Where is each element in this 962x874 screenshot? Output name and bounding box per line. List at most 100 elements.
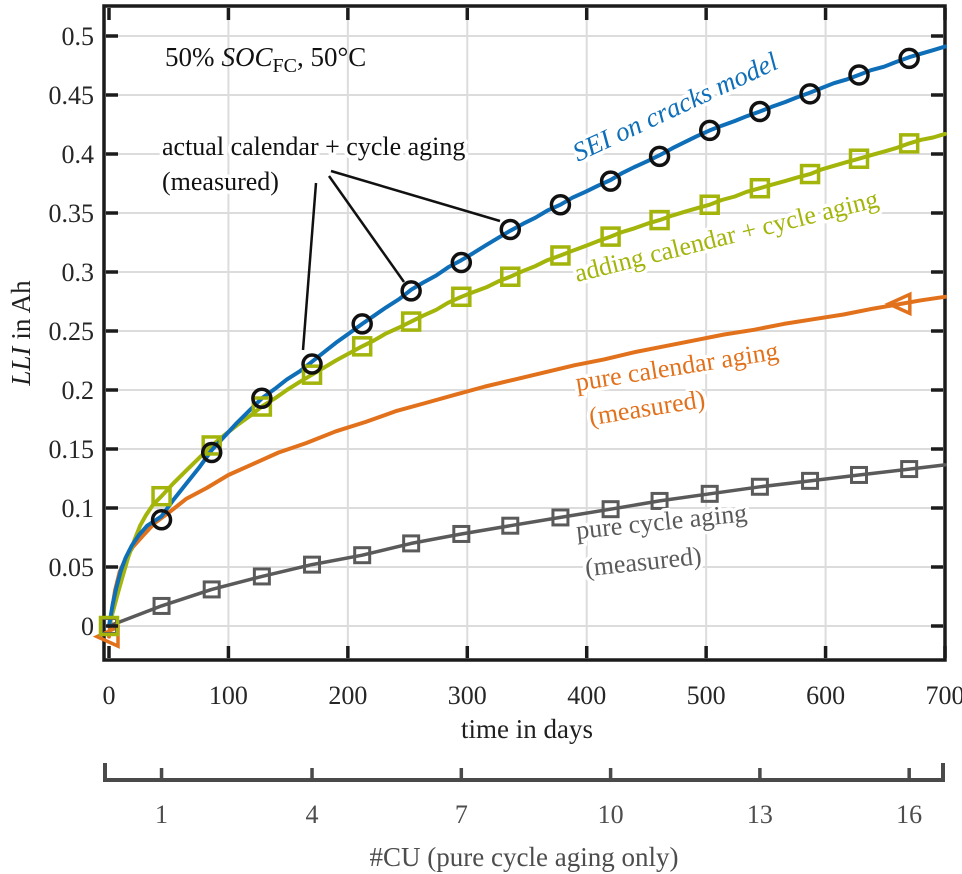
x-tick-label: 300 bbox=[448, 681, 487, 710]
actual-calendar-plus-cycle-aging-measured-marker bbox=[150, 509, 173, 531]
y-tick-label: 0.1 bbox=[62, 494, 95, 523]
adding-calendar-plus-cycle-aging-marker bbox=[898, 133, 920, 154]
pure-cycle-aging-measured-marker bbox=[501, 516, 520, 535]
cu-axis-label: #CU (pure cycle aging only) bbox=[370, 842, 679, 872]
pure-cycle-aging-measured-marker bbox=[900, 460, 919, 479]
svg-text:pure cycle aging: pure cycle aging bbox=[575, 498, 749, 545]
x-tick-label: 500 bbox=[687, 681, 726, 710]
adding-calendar-plus-cycle-aging-marker bbox=[451, 286, 472, 308]
x-tick-label: 700 bbox=[926, 681, 962, 710]
cu-tick-label: 7 bbox=[455, 800, 468, 829]
adding-calendar-plus-cycle-aging-marker bbox=[649, 209, 670, 231]
pure-calendar-aging-measured-line bbox=[107, 294, 947, 639]
y-tick-label: 0.3 bbox=[62, 258, 95, 287]
actual-calendar-plus-cycle-aging-measured-marker bbox=[599, 170, 622, 192]
pure-calendar-aging-measured-marker bbox=[884, 291, 912, 317]
cu-tick-label: 10 bbox=[598, 800, 624, 829]
pointer-line-1 bbox=[301, 182, 318, 351]
gridlines bbox=[104, 7, 944, 659]
cu-tick-label: 16 bbox=[896, 800, 922, 829]
adding-calendar-plus-cycle-aging-marker bbox=[251, 396, 273, 417]
pure-cycle-aging-measured-marker bbox=[353, 546, 372, 565]
adding-calendar-plus-cycle-aging-line bbox=[107, 131, 947, 628]
label-sei-on-cracks-model: SEI on cracks model bbox=[568, 46, 783, 167]
cu-tick-label: 1 bbox=[155, 800, 168, 829]
y-tick-label: 0.05 bbox=[49, 553, 95, 582]
actual-calendar-plus-cycle-aging-measured-marker bbox=[251, 387, 273, 410]
pure-cycle-aging-measured-marker bbox=[551, 508, 570, 527]
actual-calendar-plus-cycle-aging-measured-marker bbox=[549, 193, 572, 216]
pure-cycle-aging-measured-line bbox=[107, 463, 947, 628]
cu-ticks: 1 4 7 10 13 16 bbox=[155, 768, 922, 829]
pure-cycle-aging-measured-marker bbox=[650, 491, 669, 510]
x-tick-label: 100 bbox=[209, 681, 248, 710]
svg-text:(measured): (measured) bbox=[584, 541, 703, 582]
adding-calendar-plus-cycle-aging-marker bbox=[151, 485, 172, 507]
pointer-line-3 bbox=[330, 169, 501, 223]
actual-calendar-plus-cycle-aging-measured-marker bbox=[698, 119, 721, 142]
pointer-line-2 bbox=[327, 175, 406, 283]
pure-cycle-aging-measured-marker bbox=[850, 465, 869, 484]
y-tick-label: 0.25 bbox=[49, 317, 95, 346]
x-tick-label: 200 bbox=[328, 681, 367, 710]
actual-calendar-plus-cycle-aging-measured-marker bbox=[351, 313, 373, 335]
pure-cycle-aging-measured-marker bbox=[402, 534, 421, 553]
cu-tick-label: 13 bbox=[747, 800, 773, 829]
adding-calendar-plus-cycle-aging-marker bbox=[351, 336, 373, 357]
x-tick-label: 600 bbox=[806, 681, 845, 710]
data-series bbox=[92, 44, 947, 649]
y-tick-label: 0.5 bbox=[62, 22, 95, 51]
x-axis-label: time in days bbox=[461, 714, 593, 744]
plot-border bbox=[102, 4, 947, 662]
annotation-line2: (measured) bbox=[162, 167, 279, 196]
y-tick-label: 0.35 bbox=[49, 199, 95, 228]
adding-calendar-plus-cycle-aging-marker bbox=[799, 163, 821, 185]
x-tick-label: 0 bbox=[103, 681, 116, 710]
pure-calendar-aging-measured-marker bbox=[92, 624, 120, 649]
y-tick-label: 0.2 bbox=[62, 376, 95, 405]
adding-calendar-plus-cycle-aging-marker bbox=[301, 364, 323, 385]
pure-cycle-aging-measured-marker bbox=[252, 567, 271, 586]
pure-cycle-aging-measured-marker bbox=[801, 471, 820, 490]
adding-calendar-plus-cycle-aging-marker bbox=[848, 148, 870, 169]
cu-tick-label: 4 bbox=[306, 800, 319, 829]
annotation-line1: actual calendar + cycle aging bbox=[162, 132, 465, 161]
y-tick-label: 0.15 bbox=[49, 435, 95, 464]
cu-axis: 1 4 7 10 13 16 #CU (pure cycle aging only) bbox=[103, 763, 945, 872]
annotation-pointer-lines bbox=[301, 169, 501, 351]
pure-cycle-aging-measured-marker bbox=[601, 500, 620, 519]
actual-calendar-plus-cycle-aging-measured-marker bbox=[749, 100, 771, 123]
actual-calendar-plus-cycle-aging-measured-marker bbox=[898, 47, 920, 70]
axis-ticks bbox=[106, 8, 947, 658]
actual-calendar-plus-cycle-aging-measured-marker bbox=[301, 353, 323, 375]
adding-calendar-plus-cycle-aging-marker bbox=[600, 226, 621, 247]
y-tick-label: 0.4 bbox=[62, 140, 95, 169]
axis-tick-labels: 0 100 200 300 400 500 600 700 0 0.05 0.1 0.15 0.2 0.2… bbox=[49, 22, 962, 710]
actual-calendar-plus-cycle-aging-measured-marker bbox=[648, 145, 671, 168]
sei-on-cracks-model-line bbox=[107, 44, 947, 628]
actual-calendar-plus-cycle-aging-measured-marker bbox=[799, 83, 821, 105]
label-pure-calendar: pure calendar aging (measured) bbox=[570, 333, 784, 435]
pure-cycle-aging-measured-marker bbox=[700, 484, 719, 503]
pure-cycle-aging-measured-marker bbox=[152, 596, 171, 615]
adding-calendar-plus-cycle-aging-marker bbox=[500, 266, 521, 287]
actual-calendar-plus-cycle-aging-measured-marker bbox=[400, 280, 422, 302]
actual-calendar-plus-cycle-aging-measured-marker bbox=[200, 441, 223, 464]
adding-calendar-plus-cycle-aging-marker bbox=[550, 245, 571, 266]
adding-calendar-plus-cycle-aging-marker bbox=[201, 435, 222, 456]
adding-calendar-plus-cycle-aging-marker bbox=[699, 194, 720, 215]
y-axis-label: LLIin Ah bbox=[6, 280, 36, 387]
y-tick-label: 0 bbox=[81, 612, 94, 641]
pure-cycle-aging-measured-marker bbox=[452, 524, 471, 543]
pure-cycle-aging-measured-marker bbox=[202, 580, 221, 599]
actual-calendar-plus-cycle-aging-measured-marker bbox=[450, 251, 473, 274]
adding-calendar-plus-cycle-aging-marker bbox=[400, 311, 422, 332]
y-tick-label: 0.45 bbox=[49, 81, 95, 110]
condition-annotation: 50% SOCFC, 50°C bbox=[165, 42, 366, 77]
pure-cycle-aging-measured-marker bbox=[303, 555, 322, 574]
actual-calendar-plus-cycle-aging-measured-marker bbox=[499, 218, 522, 241]
pure-cycle-aging-measured-marker bbox=[750, 477, 769, 496]
adding-calendar-plus-cycle-aging-marker bbox=[749, 177, 771, 199]
